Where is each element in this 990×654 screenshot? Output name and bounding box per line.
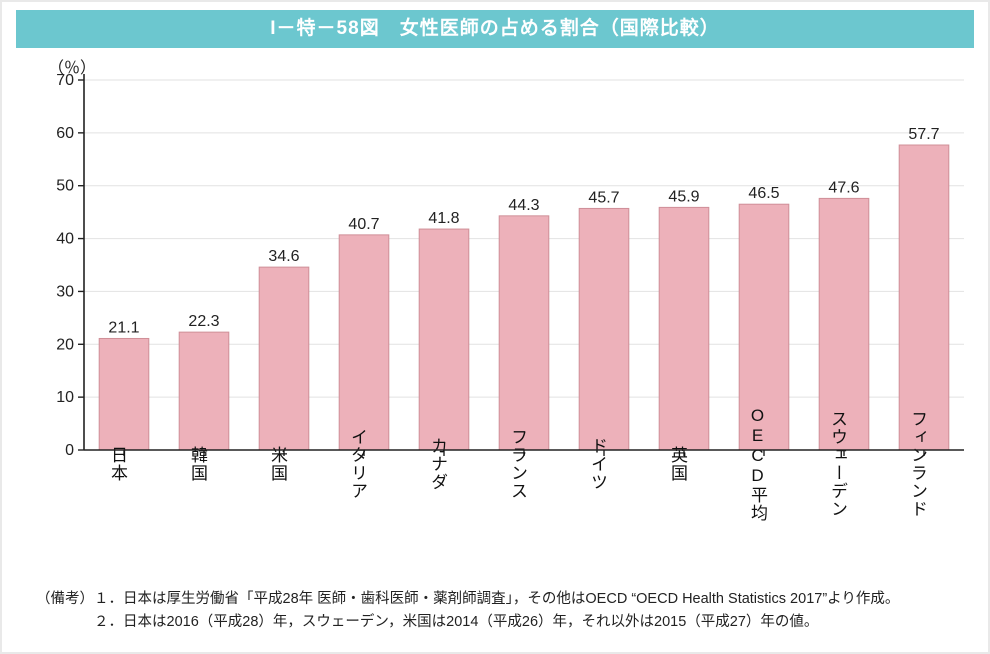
y-axis-unit-label: （％） <box>48 54 96 78</box>
bar-value-label: 45.9 <box>668 188 699 205</box>
x-category-label: イタリア <box>348 428 367 500</box>
footnote-text: 日本は2016（平成28）年，スウェーデン，米国は2014（平成26）年，それ以… <box>123 611 958 634</box>
bar <box>899 145 949 450</box>
footnote-label: ２． <box>36 611 123 634</box>
x-category-label: フィンランド <box>908 410 927 518</box>
y-tick-label: 0 <box>65 442 74 459</box>
y-tick-label: 10 <box>56 389 74 406</box>
bar <box>99 338 149 450</box>
bar-value-label: 22.3 <box>188 313 219 330</box>
bar <box>339 235 389 450</box>
x-category-label: 韓国 <box>188 446 208 482</box>
x-category-label: 米国 <box>268 446 288 482</box>
bar-chart-svg: 01020304050607021.1日本22.3韓国34.6米国40.7イタリ… <box>26 54 978 580</box>
bar-value-label: 21.1 <box>108 319 139 336</box>
bar <box>259 267 309 450</box>
x-category-label: フランス <box>508 428 527 500</box>
y-tick-label: 40 <box>56 231 74 248</box>
bar-value-label: 57.7 <box>908 126 939 143</box>
footnote-row: ２．日本は2016（平成28）年，スウェーデン，米国は2014（平成26）年，そ… <box>36 611 958 634</box>
y-tick-label: 60 <box>56 125 74 142</box>
y-tick-label: 20 <box>56 336 74 353</box>
footnote-label: （備考）１． <box>36 588 123 611</box>
footnote-row: （備考）１．日本は厚生労働省「平成28年 医師・歯科医師・薬剤師調査」，その他は… <box>36 588 958 611</box>
bar-value-label: 46.5 <box>748 185 779 202</box>
bar-value-label: 47.6 <box>828 179 859 196</box>
chart-area: （％） 01020304050607021.1日本22.3韓国34.6米国40.… <box>26 54 964 580</box>
x-category-label: カナダ <box>428 437 447 491</box>
chart-title-bar: I－特－58図 女性医師の占める割合（国際比較） <box>16 10 974 48</box>
y-tick-label: 30 <box>56 283 74 300</box>
x-category-label: 日本 <box>108 446 128 482</box>
bar <box>579 208 629 450</box>
bar <box>659 207 709 450</box>
bar-value-label: 40.7 <box>348 216 379 233</box>
bar <box>499 216 549 450</box>
footnote-text: 日本は厚生労働省「平成28年 医師・歯科医師・薬剤師調査」，その他はOECD “… <box>123 588 958 611</box>
bar <box>179 332 229 450</box>
bar-value-label: 45.7 <box>588 189 619 206</box>
x-category-label: 英国 <box>668 446 688 482</box>
x-category-label: スウェーデン <box>828 410 847 518</box>
x-category-label: ドイツ <box>588 437 607 491</box>
bar <box>419 229 469 450</box>
bar-value-label: 41.8 <box>428 210 459 227</box>
x-category-label: OECD平均 <box>748 406 768 522</box>
bar-value-label: 34.6 <box>268 248 299 265</box>
bar-value-label: 44.3 <box>508 197 539 214</box>
y-tick-label: 50 <box>56 178 74 195</box>
footnotes: （備考）１．日本は厚生労働省「平成28年 医師・歯科医師・薬剤師調査」，その他は… <box>36 588 958 634</box>
